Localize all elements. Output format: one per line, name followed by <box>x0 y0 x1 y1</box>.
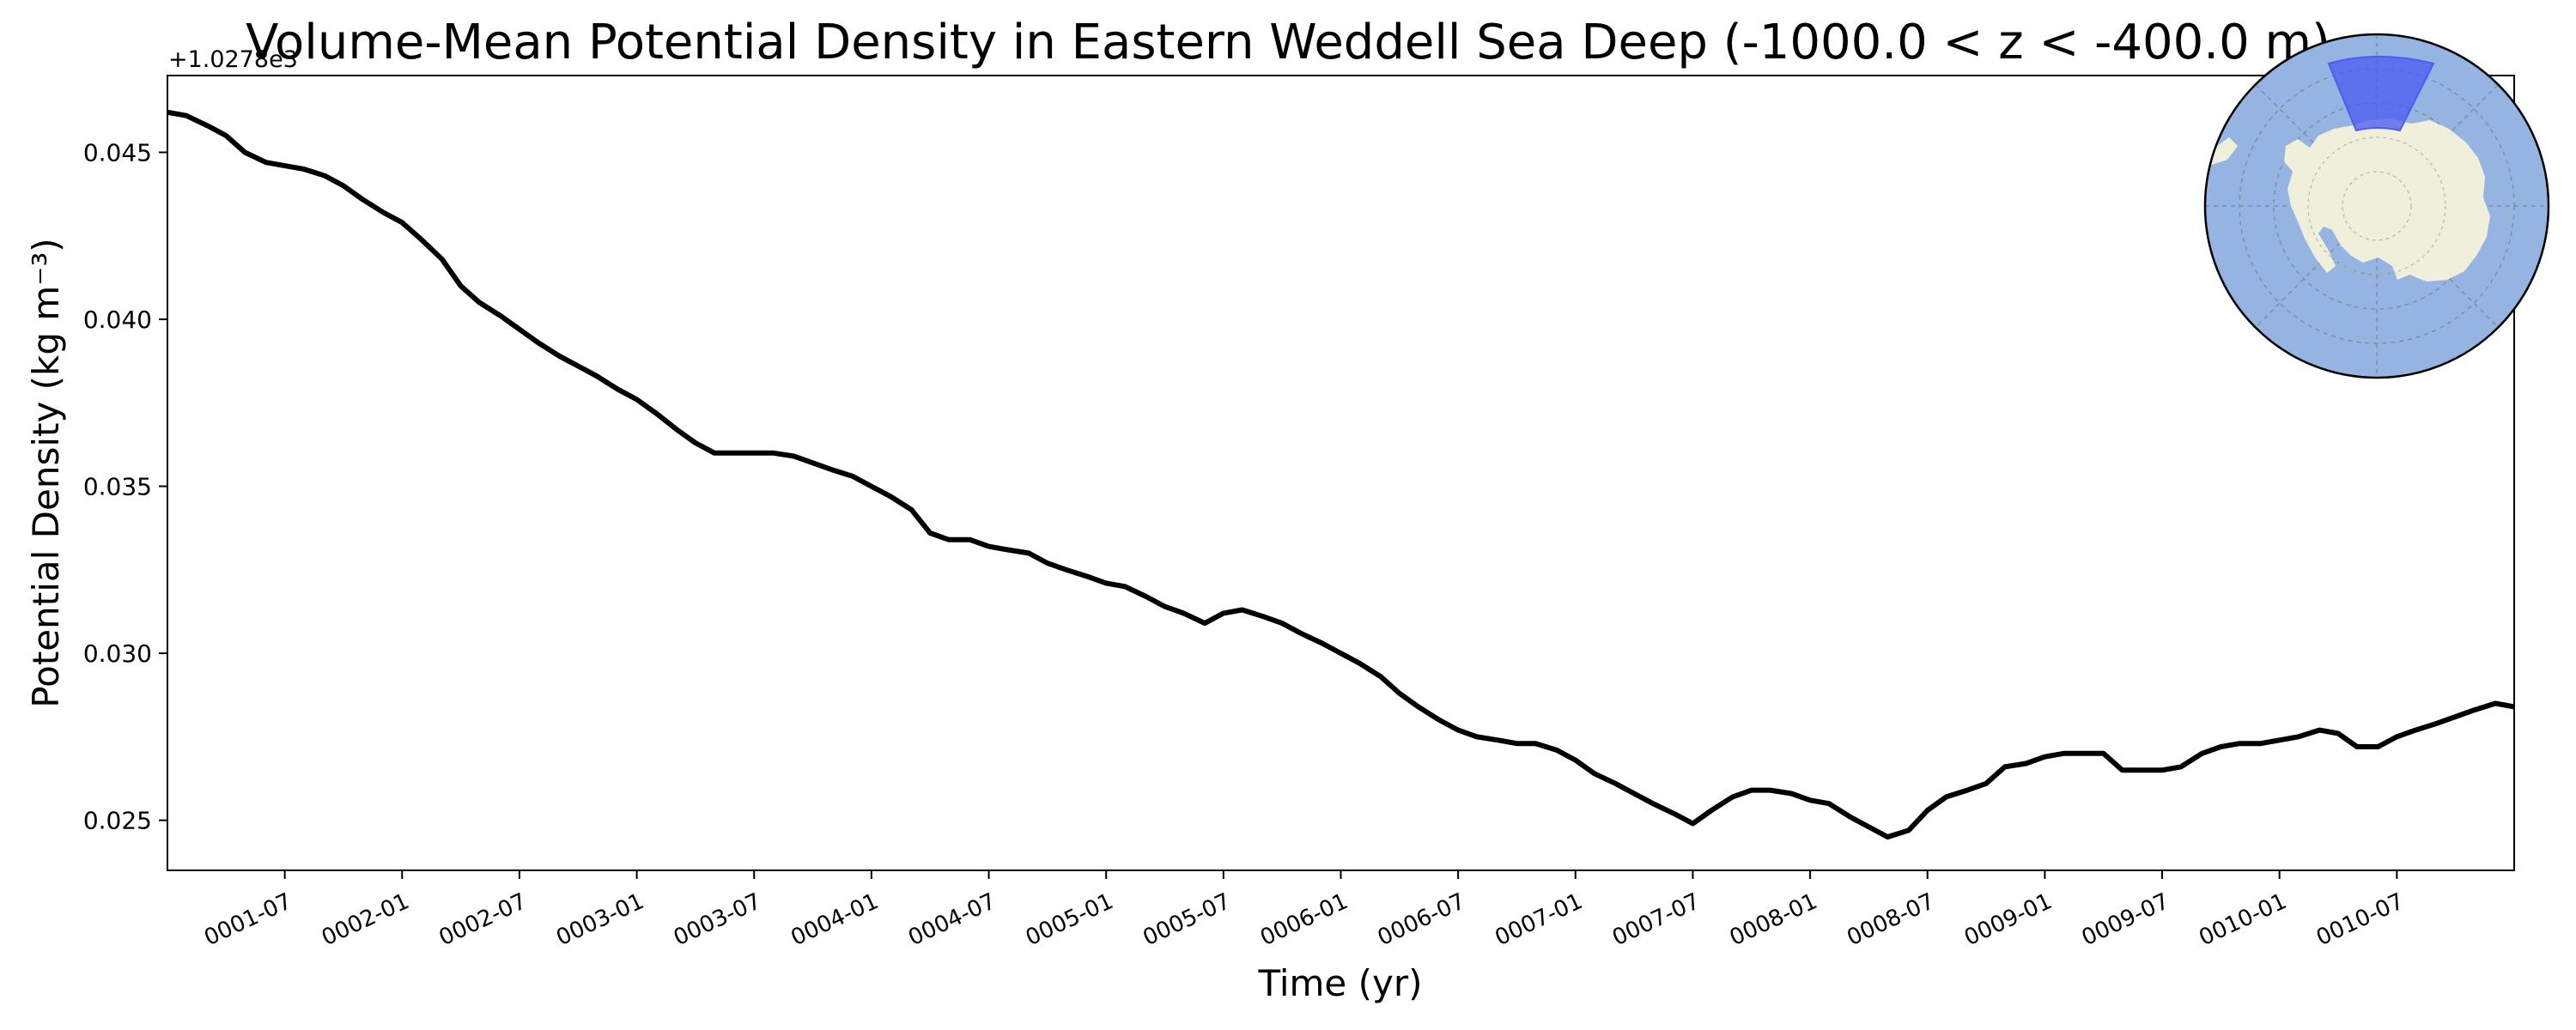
x-tick-label: 0008-01 <box>1726 888 1821 951</box>
y-axis-label: Potential Density (kg m⁻³) <box>25 238 67 707</box>
y-tick-label: 0.040 <box>83 306 152 334</box>
x-tick-label: 0002-01 <box>318 888 413 951</box>
y-tick-label: 0.030 <box>83 639 152 668</box>
antarctica-landmass <box>2284 118 2490 282</box>
x-tick-label: 0005-07 <box>1139 888 1235 951</box>
x-tick-label: 0004-01 <box>787 888 883 951</box>
x-tick-label: 0006-07 <box>1374 888 1469 951</box>
x-tick-label: 0008-07 <box>1844 888 1939 951</box>
y-tick-label: 0.045 <box>83 138 152 167</box>
x-tick-label: 0001-07 <box>200 888 295 951</box>
x-tick-label: 0009-01 <box>1960 888 2056 951</box>
x-tick-label: 0009-07 <box>2078 888 2173 951</box>
x-tick-label: 0003-01 <box>552 888 647 951</box>
south-america-tip <box>2205 137 2238 165</box>
x-tick-label: 0007-01 <box>1492 888 1587 951</box>
y-axis-ticks: 0.025 0.030 0.035 0.040 0.045 <box>83 138 167 835</box>
y-axis-offset-label: +1.0278e3 <box>168 46 298 73</box>
eastern-weddell-sea-region <box>2327 56 2435 132</box>
x-tick-label: 0004-07 <box>904 888 999 951</box>
x-tick-label: 0010-01 <box>2196 888 2291 951</box>
chart-title: Volume-Mean Potential Density in Eastern… <box>246 15 2330 70</box>
x-tick-label: 0003-07 <box>670 888 765 951</box>
x-axis-ticks: 0001-07 0002-01 0002-07 0003-01 0003-07 0004-… <box>200 870 2408 951</box>
plot-area-frame <box>167 75 2515 871</box>
x-tick-label: 0006-01 <box>1256 888 1352 951</box>
y-tick-label: 0.035 <box>83 473 152 501</box>
map-border <box>2203 33 2550 379</box>
x-tick-label: 0005-01 <box>1022 888 1117 951</box>
x-tick-label: 0002-07 <box>435 888 531 951</box>
inset-region-map <box>2203 33 2550 379</box>
y-tick-label: 0.025 <box>83 807 152 835</box>
series-layer <box>167 109 2515 840</box>
series-line <box>167 109 2515 840</box>
x-tick-label: 0007-07 <box>1608 888 1704 951</box>
x-tick-label: 0010-07 <box>2312 888 2408 951</box>
x-axis-label: Time (yr) <box>1257 962 1422 1004</box>
